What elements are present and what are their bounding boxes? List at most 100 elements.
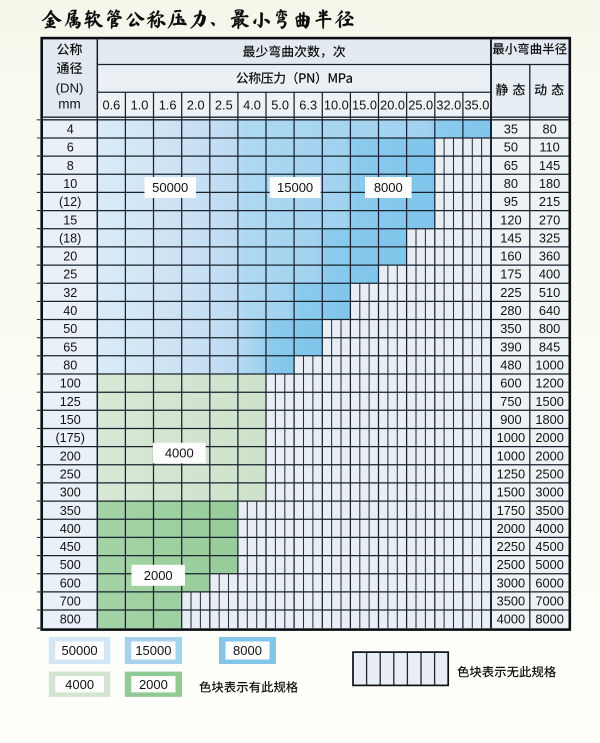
svg-text:125: 125 bbox=[60, 395, 81, 409]
svg-text:2250: 2250 bbox=[497, 539, 525, 554]
svg-text:1750: 1750 bbox=[497, 503, 525, 518]
svg-text:32.0: 32.0 bbox=[436, 98, 461, 113]
svg-text:95: 95 bbox=[504, 194, 518, 209]
svg-text:1.0: 1.0 bbox=[131, 98, 149, 113]
svg-text:2500: 2500 bbox=[497, 557, 525, 572]
svg-text:(12): (12) bbox=[59, 195, 81, 209]
svg-text:65: 65 bbox=[504, 158, 518, 173]
svg-text:400: 400 bbox=[539, 267, 560, 282]
svg-text:250: 250 bbox=[60, 468, 81, 482]
svg-text:280: 280 bbox=[500, 303, 521, 318]
svg-text:(175): (175) bbox=[55, 431, 84, 445]
svg-text:510: 510 bbox=[539, 285, 560, 300]
svg-text:180: 180 bbox=[539, 176, 560, 191]
svg-text:2500: 2500 bbox=[535, 467, 563, 482]
svg-text:270: 270 bbox=[539, 212, 560, 227]
svg-text:390: 390 bbox=[500, 339, 521, 354]
svg-text:600: 600 bbox=[500, 376, 521, 391]
svg-text:35: 35 bbox=[504, 122, 518, 137]
svg-text:20: 20 bbox=[63, 250, 77, 264]
svg-text:110: 110 bbox=[539, 140, 559, 155]
svg-text:1500: 1500 bbox=[497, 485, 525, 500]
svg-text:2000: 2000 bbox=[144, 568, 173, 583]
svg-text:800: 800 bbox=[60, 613, 81, 627]
svg-text:(DN): (DN) bbox=[56, 81, 84, 96]
svg-text:50000: 50000 bbox=[62, 643, 98, 658]
svg-text:2000: 2000 bbox=[535, 430, 563, 445]
svg-text:15000: 15000 bbox=[135, 643, 171, 658]
svg-text:7000: 7000 bbox=[535, 594, 563, 609]
svg-text:50: 50 bbox=[63, 322, 77, 336]
svg-text:5.0: 5.0 bbox=[271, 98, 289, 113]
svg-text:15.0: 15.0 bbox=[352, 98, 377, 113]
svg-text:5000: 5000 bbox=[535, 557, 563, 572]
svg-text:450: 450 bbox=[60, 540, 81, 554]
svg-text:20.0: 20.0 bbox=[380, 98, 405, 113]
svg-text:8000: 8000 bbox=[233, 643, 262, 658]
svg-text:80: 80 bbox=[63, 359, 77, 373]
svg-text:100: 100 bbox=[60, 377, 81, 391]
svg-text:700: 700 bbox=[60, 595, 81, 609]
svg-text:1500: 1500 bbox=[535, 394, 563, 409]
svg-text:1800: 1800 bbox=[535, 412, 563, 427]
svg-text:2000: 2000 bbox=[497, 521, 525, 536]
svg-text:2.5: 2.5 bbox=[215, 98, 233, 113]
svg-text:40: 40 bbox=[63, 304, 77, 318]
svg-text:2000: 2000 bbox=[139, 677, 168, 692]
svg-text:350: 350 bbox=[60, 504, 81, 518]
svg-text:(18): (18) bbox=[59, 231, 81, 245]
svg-text:25: 25 bbox=[63, 268, 77, 282]
svg-text:400: 400 bbox=[60, 522, 81, 536]
svg-text:120: 120 bbox=[500, 212, 521, 227]
svg-text:215: 215 bbox=[539, 194, 560, 209]
svg-text:4.0: 4.0 bbox=[243, 98, 261, 113]
svg-text:32: 32 bbox=[63, 286, 77, 300]
svg-text:25.0: 25.0 bbox=[408, 98, 433, 113]
svg-text:225: 225 bbox=[500, 285, 521, 300]
svg-text:80: 80 bbox=[542, 122, 556, 137]
svg-text:1000: 1000 bbox=[497, 448, 525, 463]
svg-text:50: 50 bbox=[504, 140, 518, 155]
svg-text:145: 145 bbox=[500, 230, 521, 245]
svg-text:640: 640 bbox=[539, 303, 560, 318]
svg-text:845: 845 bbox=[539, 339, 560, 354]
svg-text:4000: 4000 bbox=[535, 521, 563, 536]
svg-text:800: 800 bbox=[539, 321, 560, 336]
svg-text:480: 480 bbox=[500, 358, 521, 373]
svg-text:6.3: 6.3 bbox=[299, 98, 317, 113]
svg-text:350: 350 bbox=[500, 321, 521, 336]
svg-text:65: 65 bbox=[63, 340, 77, 354]
svg-text:35.0: 35.0 bbox=[464, 98, 489, 113]
svg-text:1000: 1000 bbox=[497, 430, 525, 445]
svg-text:mm: mm bbox=[58, 97, 81, 112]
svg-text:160: 160 bbox=[500, 249, 521, 264]
svg-text:4000: 4000 bbox=[165, 446, 194, 461]
svg-text:3500: 3500 bbox=[497, 594, 525, 609]
svg-text:500: 500 bbox=[60, 558, 81, 572]
svg-text:0.6: 0.6 bbox=[103, 98, 121, 113]
svg-text:50000: 50000 bbox=[152, 180, 188, 195]
svg-text:80: 80 bbox=[504, 176, 518, 191]
svg-text:325: 325 bbox=[539, 230, 560, 245]
svg-text:8: 8 bbox=[67, 159, 74, 173]
svg-text:4500: 4500 bbox=[535, 539, 563, 554]
svg-text:4: 4 bbox=[67, 123, 74, 137]
svg-text:4000: 4000 bbox=[65, 677, 94, 692]
svg-text:15000: 15000 bbox=[277, 180, 313, 195]
svg-text:2.0: 2.0 bbox=[187, 98, 205, 113]
svg-text:3000: 3000 bbox=[535, 485, 563, 500]
svg-text:8000: 8000 bbox=[374, 180, 403, 195]
svg-text:150: 150 bbox=[60, 413, 81, 427]
svg-text:3500: 3500 bbox=[535, 503, 563, 518]
svg-text:1250: 1250 bbox=[497, 467, 525, 482]
svg-text:200: 200 bbox=[60, 449, 81, 463]
svg-text:6: 6 bbox=[67, 141, 74, 155]
svg-text:8000: 8000 bbox=[535, 612, 563, 627]
svg-text:175: 175 bbox=[500, 267, 521, 282]
svg-text:900: 900 bbox=[500, 412, 521, 427]
svg-text:1200: 1200 bbox=[535, 376, 563, 391]
svg-text:15: 15 bbox=[63, 213, 77, 227]
svg-text:1000: 1000 bbox=[535, 358, 563, 373]
svg-text:3000: 3000 bbox=[497, 575, 525, 590]
svg-text:300: 300 bbox=[60, 486, 81, 500]
